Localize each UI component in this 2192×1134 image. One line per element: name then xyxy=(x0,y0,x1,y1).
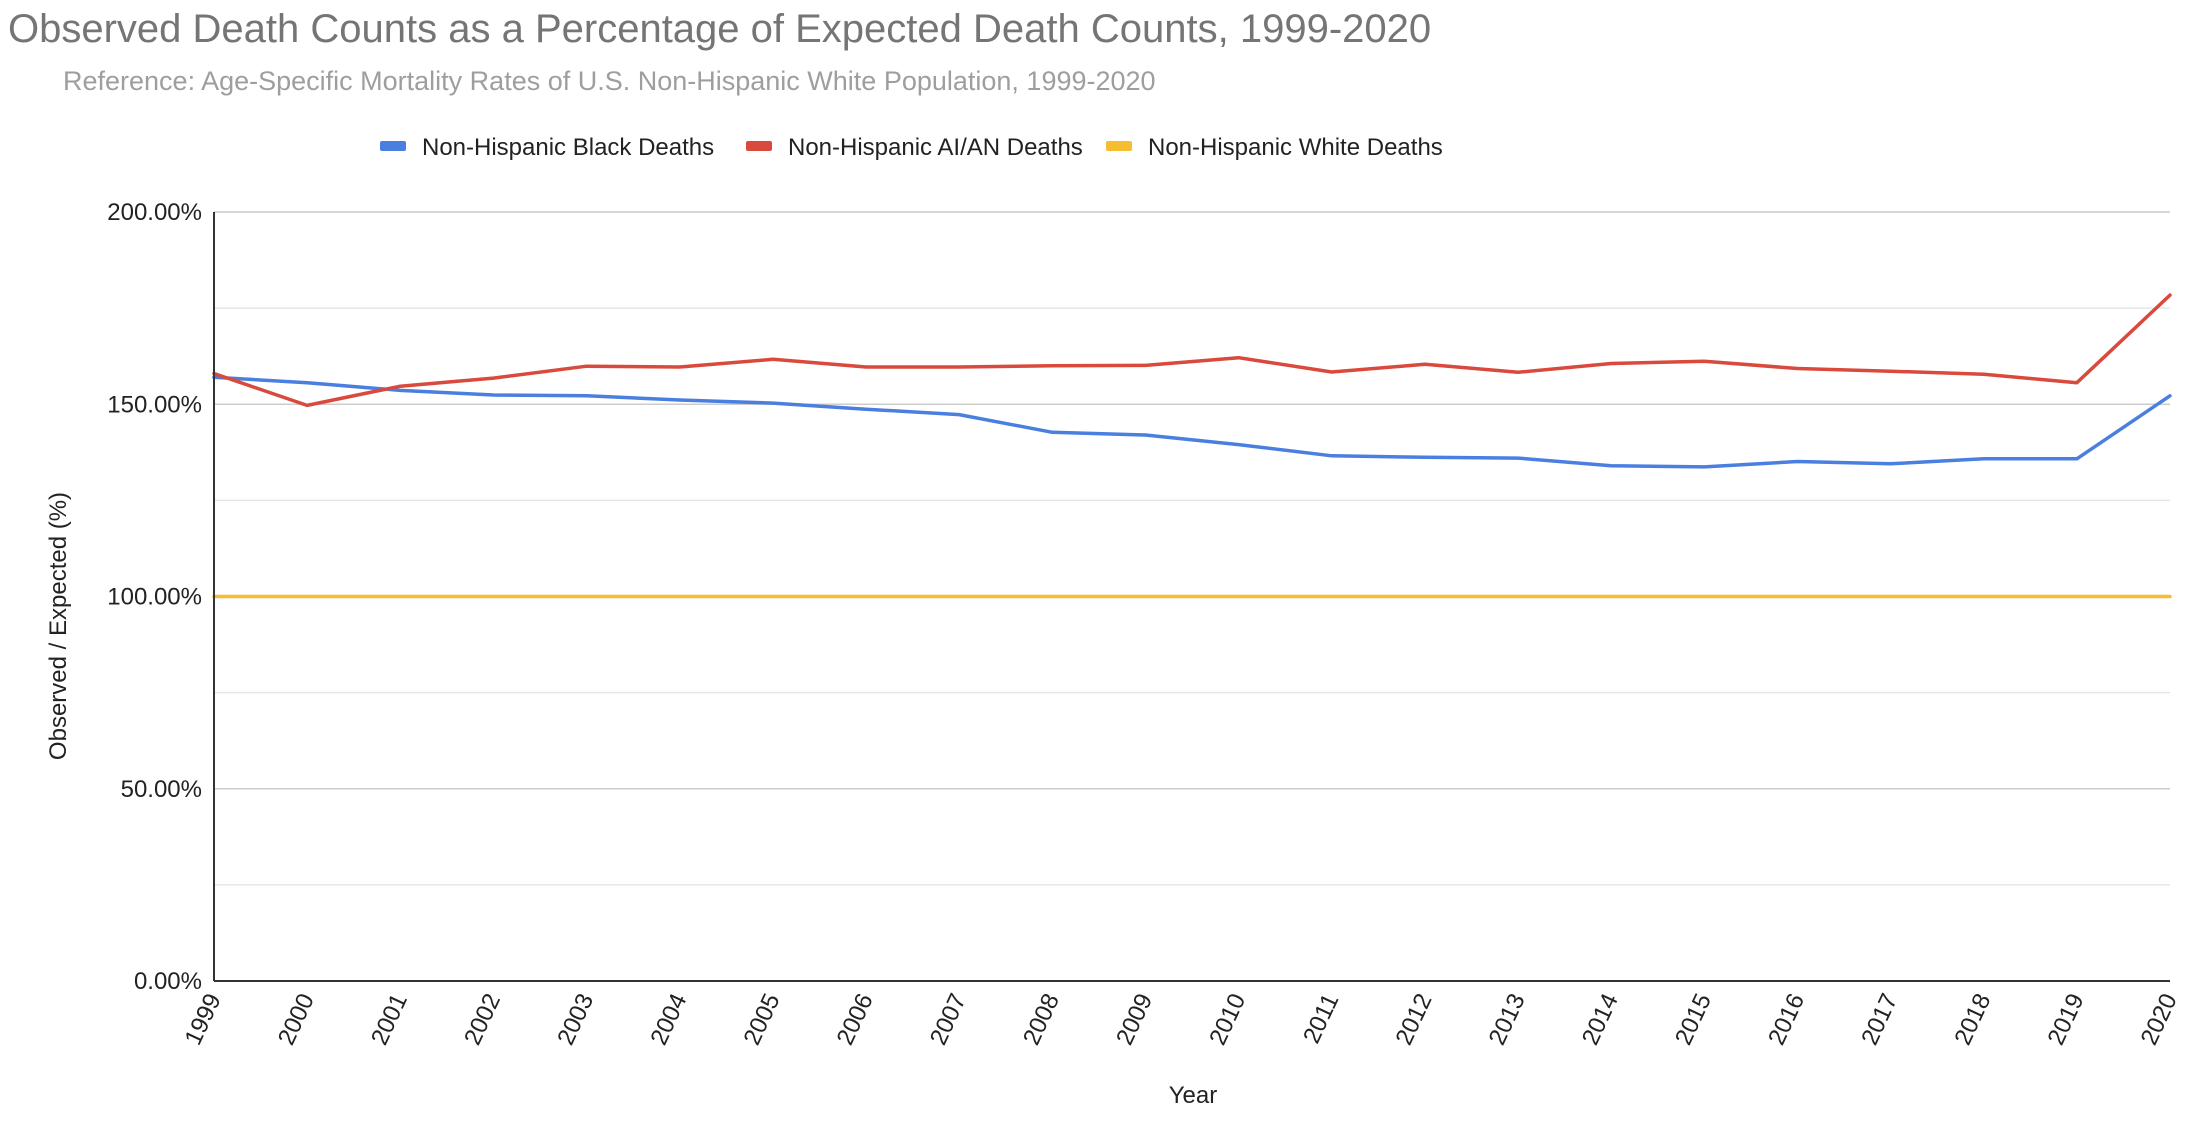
x-tick-label: 2012 xyxy=(1391,990,1438,1050)
x-tick-label: 2003 xyxy=(552,990,599,1050)
axes xyxy=(213,212,2170,982)
series-line-non-hispanic-ai-an-deaths xyxy=(212,293,2172,408)
legend-label: Non-Hispanic AI/AN Deaths xyxy=(788,134,1083,161)
x-tick-label: 2000 xyxy=(273,990,320,1050)
legend-swatch xyxy=(746,141,772,151)
x-tick-label: 1999 xyxy=(180,990,227,1050)
x-tick-label: 2020 xyxy=(2136,990,2183,1050)
y-tick-label: 200.00% xyxy=(107,199,202,226)
y-tick-label: 150.00% xyxy=(107,391,202,418)
chart-title: Observed Death Counts as a Percentage of… xyxy=(8,7,1431,51)
y-tick-label: 100.00% xyxy=(107,584,202,611)
series-lines xyxy=(212,293,2172,599)
x-tick-label: 2017 xyxy=(1856,990,1903,1050)
x-axis-ticks: 1999 2000 2001 2002 2003 2004 2005 2006 2007 2008… xyxy=(180,990,2183,1050)
y-axis-ticks: 0.00% 50.00% 100.00% 150.00% 200.00% xyxy=(107,199,202,995)
x-tick-label: 2008 xyxy=(1018,990,1065,1050)
x-tick-label: 2014 xyxy=(1577,990,1624,1050)
legend-swatch xyxy=(380,141,406,151)
legend: Non-Hispanic Black Deaths Non-Hispanic AI… xyxy=(380,134,1443,161)
series-line-non-hispanic-black-deaths xyxy=(212,375,2172,469)
x-tick-label: 2016 xyxy=(1763,990,1810,1050)
x-tick-label: 2006 xyxy=(832,990,879,1050)
gridlines xyxy=(214,211,2170,886)
x-tick-label: 2005 xyxy=(739,990,786,1050)
x-tick-label: 2002 xyxy=(459,990,506,1050)
legend-label: Non-Hispanic Black Deaths xyxy=(422,134,714,161)
x-tick-label: 2013 xyxy=(1484,990,1531,1050)
x-tick-label: 2019 xyxy=(2043,990,2090,1050)
chart-subtitle: Reference: Age-Specific Mortality Rates … xyxy=(63,66,1156,96)
legend-swatch xyxy=(1106,141,1132,151)
legend-label: Non-Hispanic White Deaths xyxy=(1148,134,1443,161)
x-axis-title: Year xyxy=(1169,1082,1218,1109)
y-axis-title: Observed / Expected (%) xyxy=(45,492,72,760)
x-tick-label: 2004 xyxy=(645,990,692,1050)
x-tick-label: 2011 xyxy=(1298,990,1344,1048)
x-tick-label: 2010 xyxy=(1204,990,1251,1050)
x-tick-label: 2009 xyxy=(1111,990,1158,1050)
x-tick-label: 2001 xyxy=(366,990,413,1050)
y-tick-label: 50.00% xyxy=(121,776,202,803)
y-tick-label: 0.00% xyxy=(134,968,202,995)
x-tick-label: 2007 xyxy=(925,990,972,1050)
x-tick-label: 2015 xyxy=(1670,990,1717,1050)
x-tick-label: 2018 xyxy=(1949,990,1996,1050)
